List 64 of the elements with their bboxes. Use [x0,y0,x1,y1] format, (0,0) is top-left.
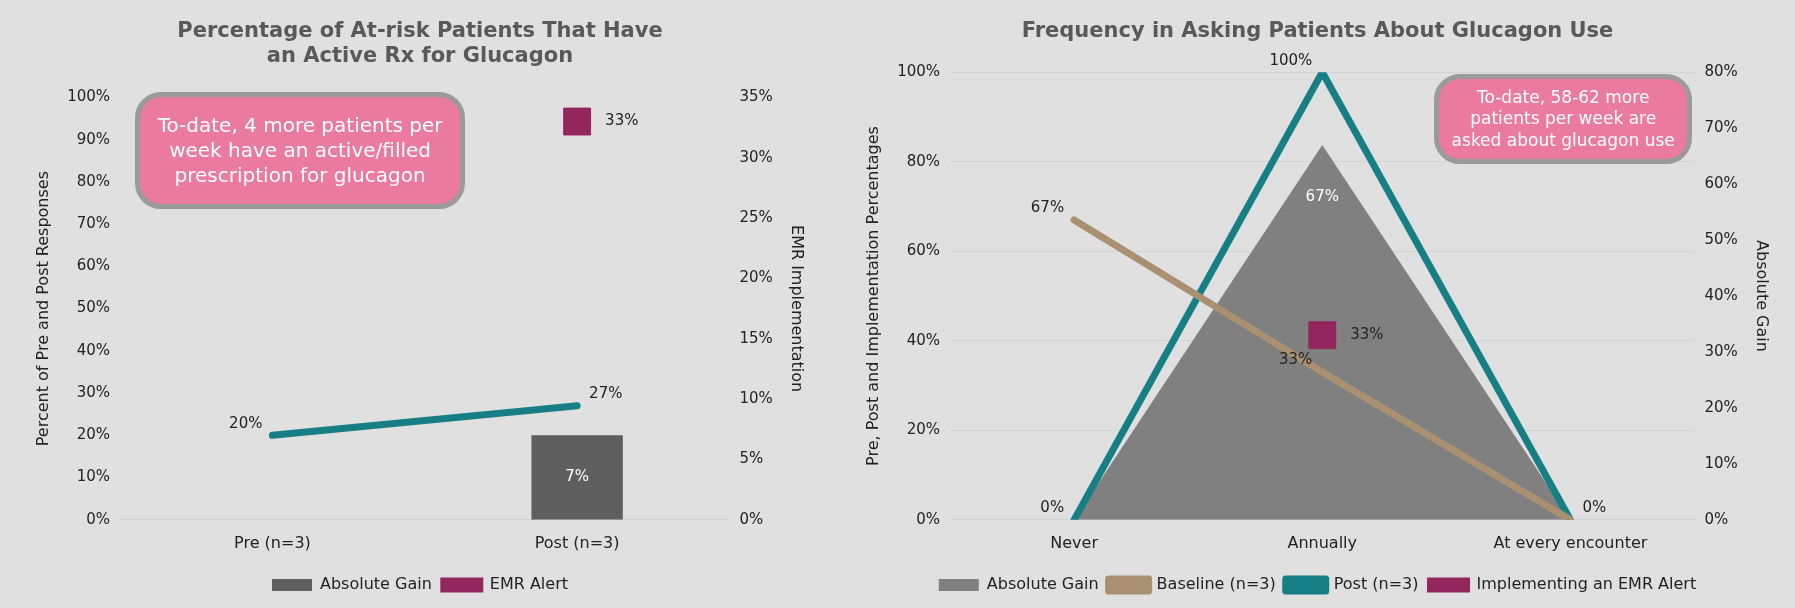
y2-tick-label: 15% [739,328,773,347]
y2-tick-label: 5% [739,449,764,468]
y2-axis-title: Absolute Gain [1753,240,1773,352]
data-label: 67% [1030,198,1065,217]
data-label: 7% [565,467,590,486]
y2-tick-label: 20% [1704,397,1738,416]
y2-tick-label: 30% [739,147,773,166]
y-tick-label: 0% [916,509,941,528]
y-tick-label: 30% [76,382,111,401]
y-tick-label: 10% [76,467,111,486]
legend-label: Implementing an EMR Alert [1476,574,1697,594]
x-tick-label: Post (n=3) [534,532,620,552]
y-tick-label: 100% [67,87,111,106]
y2-tick-label: 40% [1704,285,1738,304]
y2-tick-label: 60% [1704,173,1738,192]
y-tick-label: 60% [76,256,111,275]
y-tick-label: 0% [86,509,111,528]
chart-title: Percentage of At-risk Patients That Have an Active Rx for Glucagon [177,18,663,68]
y2-tick-label: 10% [739,389,773,407]
y-tick-label: 40% [906,330,941,349]
y-tick-label: 40% [76,340,111,359]
y2-tick-label: 70% [1704,118,1738,137]
y2-tick-label: 80% [1704,62,1738,81]
y-tick-label: 80% [76,171,111,190]
annotation: To-date, 58-62 more patients per week are asked about glucagon use [1433,74,1693,164]
x-tick-label: Annually [1287,532,1358,552]
y2-tick-label: 30% [1704,341,1738,360]
data-label: 67% [1305,187,1339,206]
legend-label: Post (n=3) [1333,574,1419,594]
y2-tick-label: 10% [1704,453,1738,472]
data-label: 0% [1582,498,1607,517]
legend-label: EMR Alert [489,574,568,594]
data-label: 20% [229,413,263,432]
y2-tick-label: 50% [1704,229,1738,248]
chart-title: Frequency in Asking Patients About Glucagon Use [1021,18,1614,43]
y-tick-label: 90% [76,129,111,148]
data-label: 0% [1040,498,1065,517]
x-tick-label: Never [1050,532,1099,552]
data-label: 100% [1269,50,1313,69]
y2-tick-label: 0% [739,509,764,528]
legend-label: Absolute Gain [320,574,432,594]
annotation: To-date, 4 more patients per week have an active/filled prescription for glucagon [135,92,466,210]
y-tick-label: 20% [906,420,941,439]
y-tick-label: 50% [76,298,111,317]
y2-tick-label: 20% [739,268,773,287]
y-tick-label: 80% [906,151,941,170]
data-label: 27% [589,384,623,403]
x-tick-label: At every encounter [1493,532,1648,552]
y2-tick-label: 35% [739,87,773,106]
y2-axis-title: EMR Implementation [788,225,808,393]
legend-label: Absolute Gain [986,574,1099,594]
legend-label: Baseline (n=3) [1156,574,1276,594]
data-label: 33% [605,111,639,130]
y2-tick-label: 25% [739,207,773,226]
data-label: 33% [1278,350,1313,369]
data-label: 33% [1350,325,1384,344]
y-tick-label: 20% [76,425,111,444]
y-axis-title: Pre, Post and Implementation Percentages [862,126,882,466]
x-tick-label: Pre (n=3) [234,532,311,552]
y-tick-label: 70% [76,214,111,233]
y-axis-title: Percent of Pre and Post Responses [32,170,52,447]
y2-tick-label: 0% [1704,509,1729,528]
y-tick-label: 60% [906,241,941,260]
y-tick-label: 100% [897,62,941,81]
